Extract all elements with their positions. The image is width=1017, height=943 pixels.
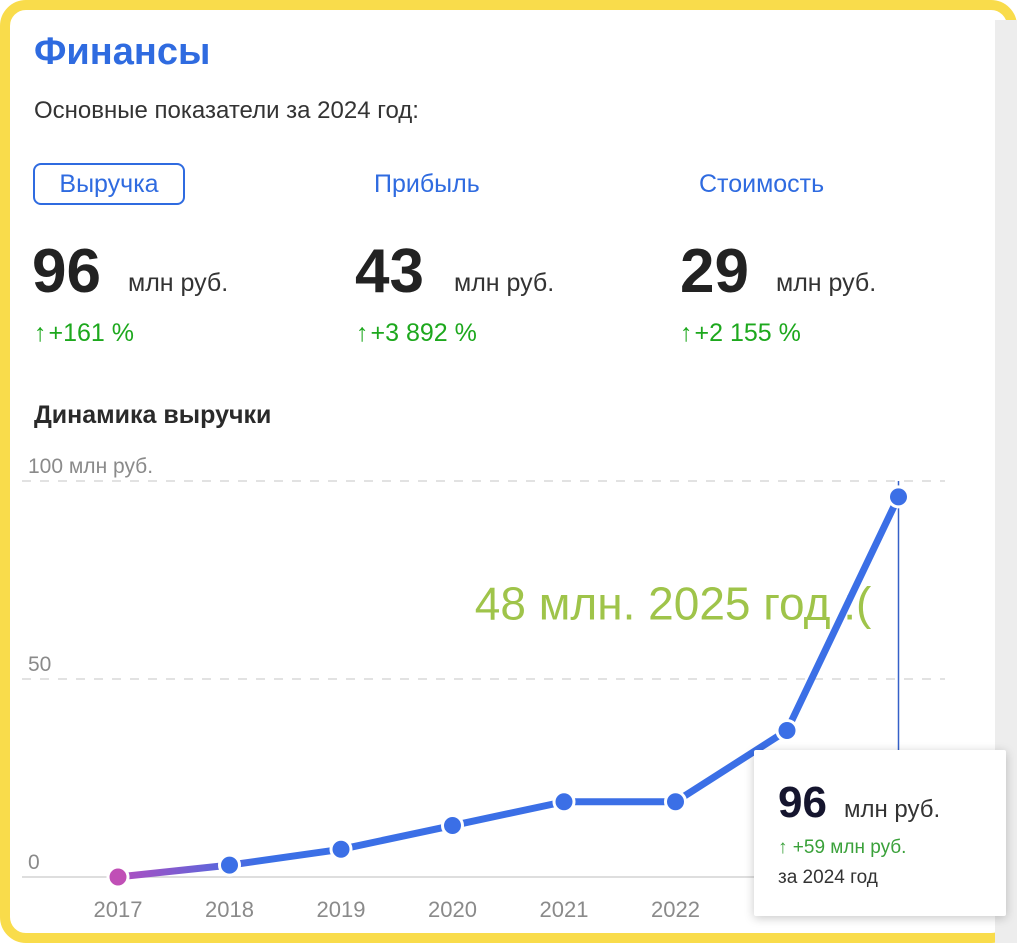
- x-tick-label: 2021: [540, 897, 589, 922]
- revenue-unit: млн руб.: [128, 269, 229, 297]
- revenue-change-text: +161 %: [48, 319, 135, 347]
- data-point[interactable]: [441, 814, 464, 838]
- profit-change-text: +3 892 %: [370, 319, 477, 347]
- x-tick-label: 2020: [428, 897, 477, 922]
- tab-profit[interactable]: Прибыль: [374, 170, 480, 198]
- data-point[interactable]: [887, 485, 910, 509]
- profit-unit: млн руб.: [454, 269, 555, 297]
- data-point[interactable]: [552, 790, 576, 814]
- data-point[interactable]: [218, 853, 241, 877]
- value-unit: млн руб.: [776, 269, 877, 297]
- y-tick-label: 50: [28, 653, 51, 676]
- value-change-text: +2 155 %: [694, 319, 801, 347]
- arrow-up-icon: ↑: [356, 319, 369, 347]
- scrollbar[interactable]: [995, 20, 1017, 943]
- y-tick-label: 0: [28, 851, 40, 874]
- revenue-value: 96: [32, 237, 101, 306]
- arrow-up-icon: ↑: [778, 837, 788, 858]
- revenue-change: ↑+161 %: [34, 318, 134, 348]
- tooltip-unit: млн руб.: [844, 796, 941, 823]
- chart-annotation: 48 млн. 2025 год :(: [475, 578, 872, 630]
- tab-value[interactable]: Стоимость: [699, 170, 825, 198]
- data-point[interactable]: [106, 865, 130, 889]
- profit-value: 43: [355, 237, 424, 306]
- page-title: Финансы: [34, 31, 211, 73]
- data-point[interactable]: [329, 837, 353, 861]
- chart-tooltip: 96 млн руб. ↑ +59 млн руб. за 2024 год: [754, 750, 1006, 916]
- arrow-up-icon: ↑: [34, 319, 47, 347]
- tooltip-value: 96: [778, 778, 827, 827]
- chart-title: Динамика выручки: [34, 401, 272, 429]
- arrow-up-icon: ↑: [680, 319, 693, 347]
- y-tick-label: 100 млн руб.: [28, 455, 153, 478]
- x-tick-label: 2019: [317, 897, 366, 922]
- x-tick-label: 2018: [205, 897, 254, 922]
- tooltip-change-text: +59 млн руб.: [792, 837, 907, 858]
- revenue-series-line: [114, 493, 902, 881]
- value-change: ↑+2 155 %: [680, 318, 801, 348]
- profit-change: ↑+3 892 %: [356, 318, 477, 348]
- page-subtitle: Основные показатели за 2024 год:: [34, 97, 419, 124]
- x-tick-label: 2022: [651, 897, 700, 922]
- data-point[interactable]: [775, 718, 799, 742]
- tab-revenue[interactable]: Выручка: [33, 163, 185, 205]
- x-tick-label: 2017: [94, 897, 143, 922]
- tooltip-period: за 2024 год: [778, 867, 878, 888]
- tooltip-change: ↑ +59 млн руб.: [778, 836, 906, 860]
- data-point[interactable]: [664, 790, 687, 814]
- value-value: 29: [680, 237, 749, 306]
